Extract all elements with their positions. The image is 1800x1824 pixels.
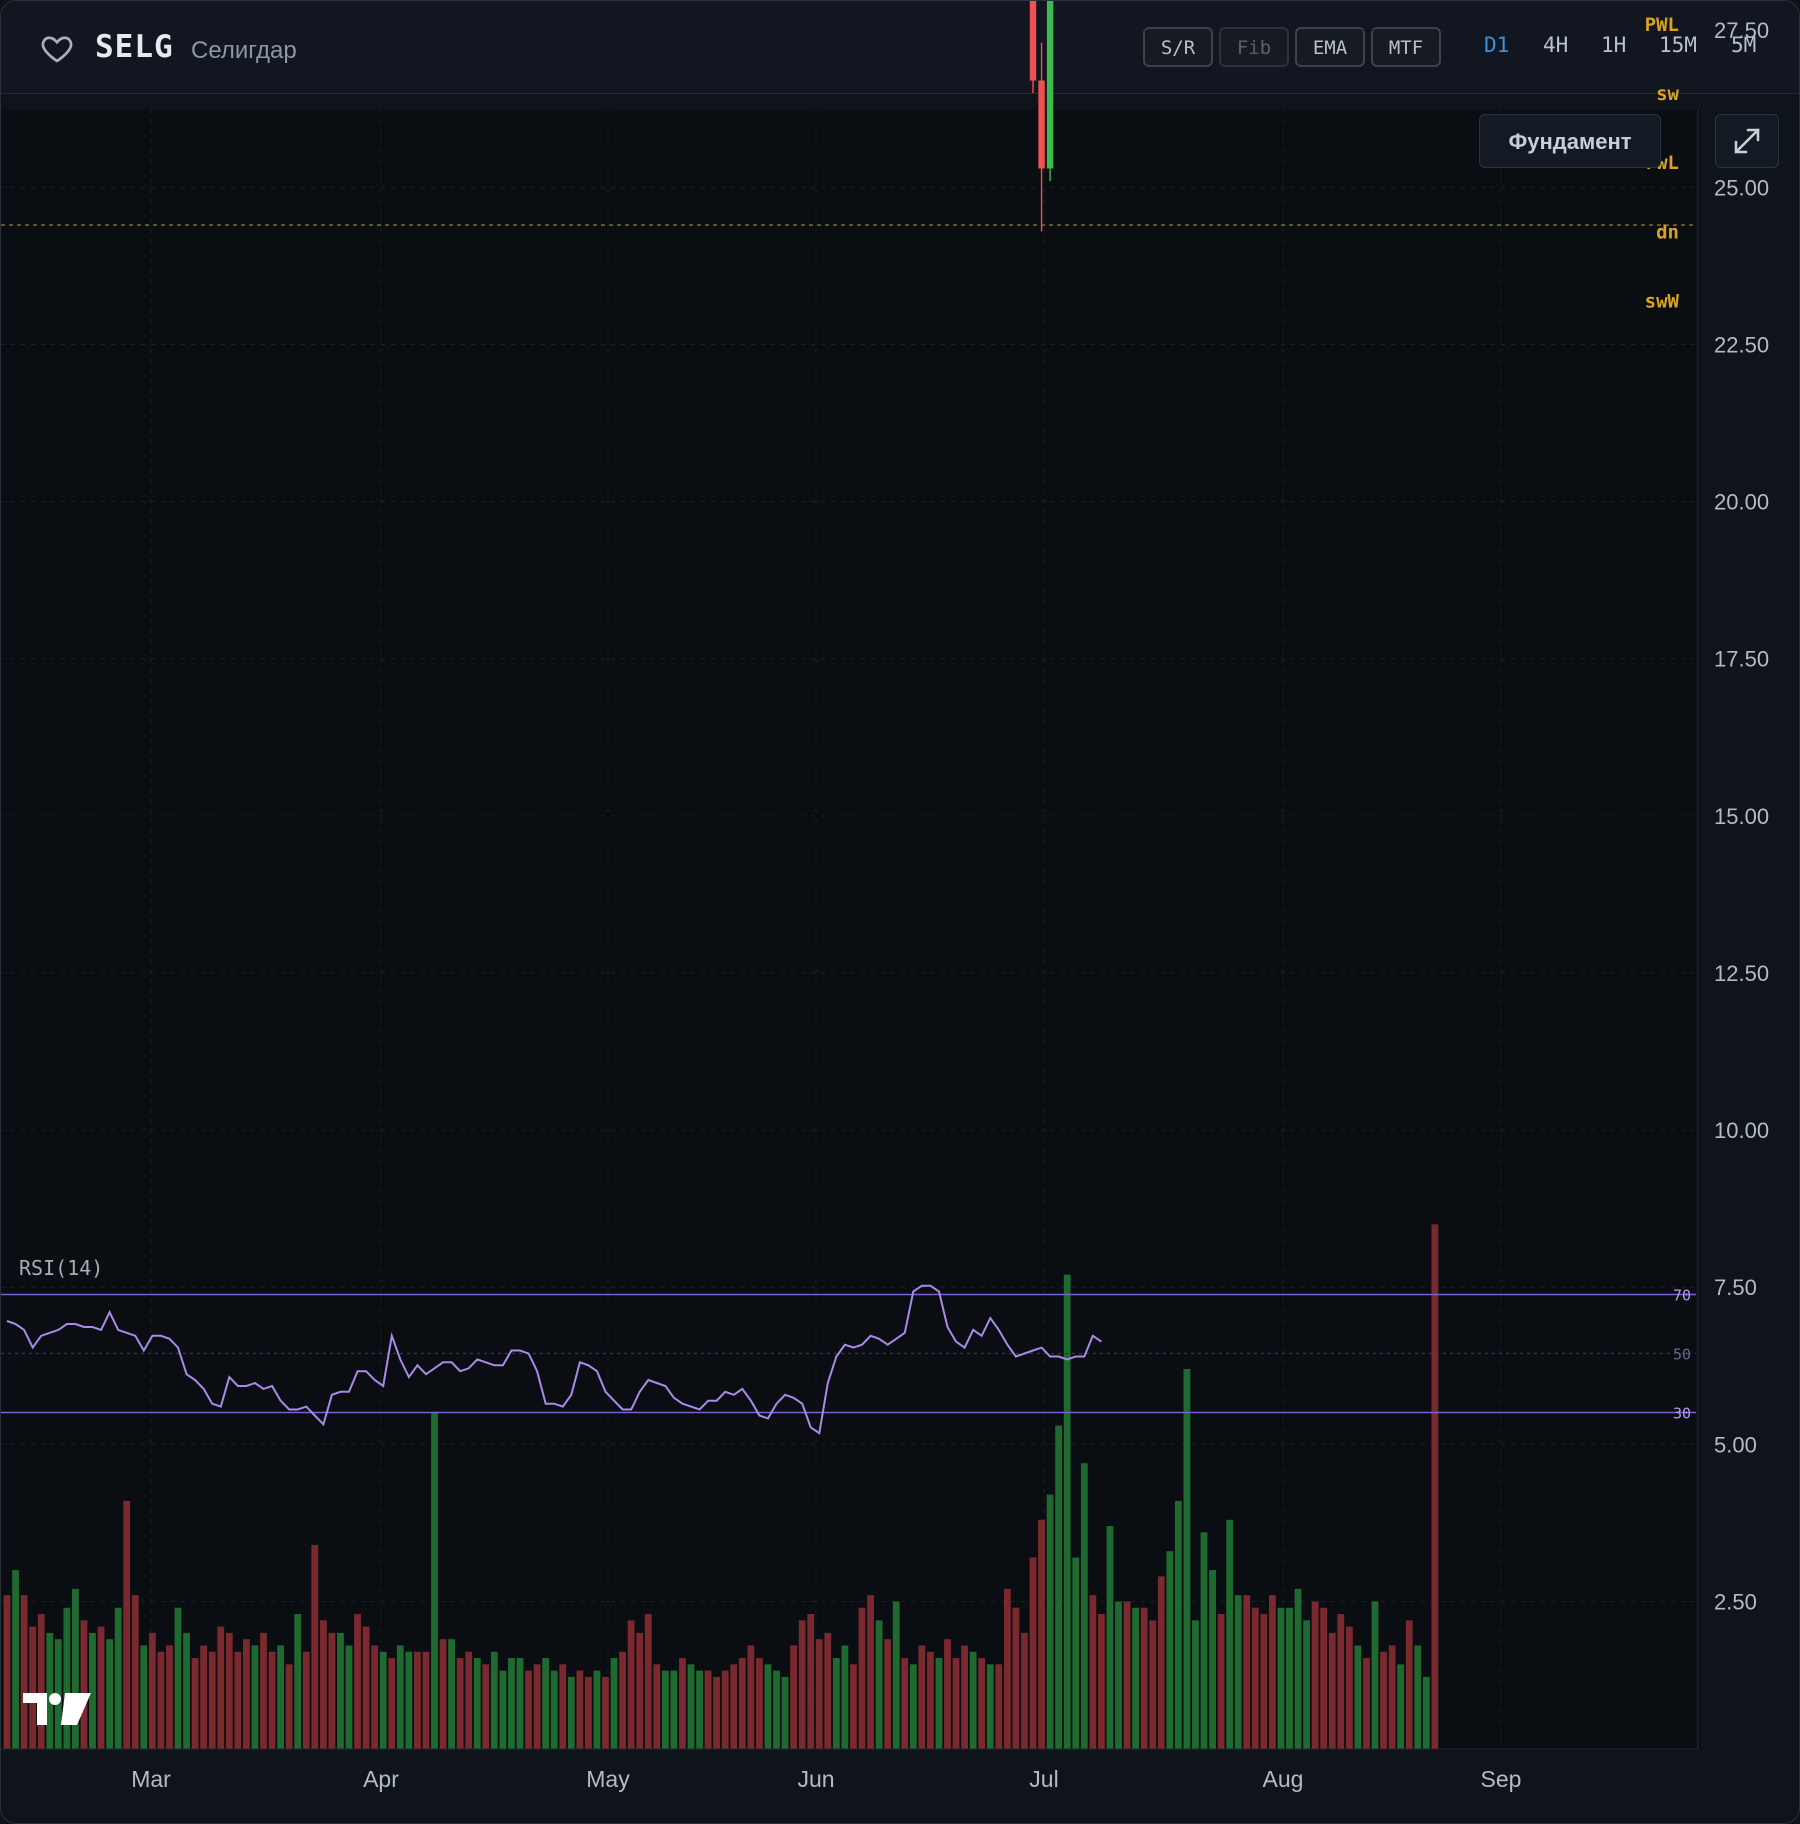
timeframe-15m[interactable]: 15M [1659,33,1697,57]
time-tick-label: Mar [131,1766,171,1792]
heart-icon[interactable] [39,31,75,67]
price-tick-label: 25.00 [1714,175,1769,200]
price-tick-label: 7.50 [1714,1275,1757,1300]
price-tick-label: 17.50 [1714,647,1769,672]
expand-icon [1734,128,1760,154]
price-tick-label: 5.00 [1714,1432,1757,1457]
sr-toggle-button[interactable]: S/R [1143,27,1213,67]
price-tick-label: 15.00 [1714,804,1769,829]
timeframe-5m[interactable]: 5M [1731,33,1757,57]
timeframe-d1[interactable]: D1 [1484,33,1510,57]
price-tick-label: 2.50 [1714,1589,1757,1614]
chart-header: SELG Селигдар S/R Fib EMA MTF D1 4H 1H 1… [1,1,1799,94]
price-tick-label: 10.00 [1714,1118,1769,1143]
expand-button[interactable] [1715,114,1779,168]
price-tick-label: 12.50 [1714,961,1769,986]
time-tick-label: Aug [1263,1766,1304,1792]
fundamentals-button[interactable]: Фундамент [1479,114,1661,168]
time-tick-label: Jul [1029,1766,1058,1792]
rsi-title: RSI(14) [19,1256,104,1280]
ticker-symbol: SELG [95,29,174,65]
fib-toggle-button[interactable]: Fib [1219,27,1289,67]
time-tick-label: Jun [797,1766,834,1792]
time-tick-label: Apr [363,1766,399,1792]
company-name: Селигдар [191,37,297,64]
price-chart-pane[interactable] [1,109,1701,1749]
ema-toggle-button[interactable]: EMA [1295,27,1365,67]
time-tick-label: Sep [1481,1766,1522,1792]
price-tick-label: 22.50 [1714,332,1769,357]
timeframe-4h[interactable]: 4H [1543,33,1569,57]
timeframe-1h[interactable]: 1H [1601,33,1627,57]
tradingview-logo [23,1693,91,1725]
price-tick-label: 20.00 [1714,490,1769,515]
time-axis: Mar Apr May Jun Jul Aug Sep [131,1766,1521,1792]
time-tick-label: May [586,1766,630,1792]
mtf-toggle-button[interactable]: MTF [1371,27,1441,67]
